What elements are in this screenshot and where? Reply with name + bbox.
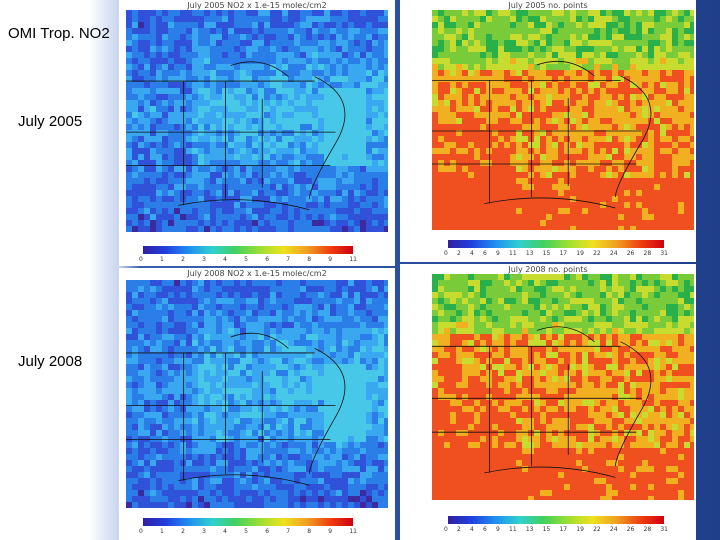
colorbar-tick-label: 1 <box>160 528 164 535</box>
colorbar-tick-label: 31 <box>660 250 668 257</box>
colorbar-tick-label: 15 <box>542 526 551 533</box>
colorbar-tick-label: 2 <box>457 250 461 257</box>
figure-title: OMI Trop. NO2 <box>8 25 110 42</box>
colorbar-tick-label: 11 <box>349 528 357 535</box>
colorbar-tick-label: 22 <box>593 526 601 533</box>
colorbar-tick-label: 8 <box>307 528 312 535</box>
colorbar-tick-label: 4 <box>470 526 474 533</box>
colorbar-tick-label: 0 <box>444 250 448 257</box>
map-panel-points-2008: July 2008 no. points 0 2 4 6 9 11 13 15 17 19 22 24… <box>400 264 696 540</box>
colorbar-tick-label: 5 <box>244 256 248 263</box>
map-field <box>126 10 388 232</box>
colorbar-tick-label: 13 <box>525 526 534 533</box>
colorbar-ticks: 0 2 4 6 9 11 13 15 17 19 22 24 26 28 31 <box>444 526 668 533</box>
colorbar-tick-label: 4 <box>223 528 227 535</box>
colorbar <box>448 516 664 524</box>
map-title: July 2008 no. points <box>508 265 588 274</box>
colorbar-ticks: 0 1 2 3 4 5 6 7 8 9 11 <box>139 256 357 263</box>
map-field <box>432 274 694 500</box>
map-field <box>432 10 694 230</box>
colorbar-tick-label: 11 <box>509 250 517 257</box>
colorbar-tick-label: 26 <box>626 526 635 533</box>
colorbar-tick-label: 6 <box>483 250 487 257</box>
colorbar-ticks: 0 1 2 3 4 5 6 7 8 9 11 <box>139 528 357 535</box>
colorbar-tick-label: 3 <box>202 528 206 535</box>
colorbar-tick-label: 9 <box>496 250 500 257</box>
colorbar <box>448 240 664 248</box>
colorbar-tick-label: 9 <box>328 528 333 535</box>
no2-map-2005 <box>126 10 388 232</box>
colorbar-tick-label: 9 <box>328 256 333 263</box>
colorbar-tick-label: 0 <box>444 526 448 533</box>
state-boundaries <box>432 60 652 209</box>
colorbar-tick-label: 31 <box>660 526 668 533</box>
colorbar-tick-label: 19 <box>576 526 584 533</box>
state-boundaries <box>126 332 346 486</box>
colorbar-tick-label: 7 <box>286 256 291 263</box>
colorbar-tick-label: 19 <box>576 250 584 257</box>
colorbar-tick-label: 5 <box>244 528 248 535</box>
colorbar-tick-label: 22 <box>593 250 601 257</box>
left-label-column <box>0 0 118 540</box>
map-title: July 2005 no. points <box>508 1 588 10</box>
colorbar-tick-label: 24 <box>609 250 618 257</box>
points-map-2008 <box>432 274 694 500</box>
colorbar-tick-label: 7 <box>286 528 291 535</box>
points-map-2005 <box>432 10 694 230</box>
colorbar-tick-label: 15 <box>542 250 551 257</box>
colorbar-tick-label: 4 <box>470 250 474 257</box>
colorbar-tick-label: 17 <box>559 526 568 533</box>
colorbar-tick-label: 6 <box>265 256 270 263</box>
label-july-2005: July 2005 <box>18 113 83 130</box>
map-title: July 2008 NO2 x 1.e-15 molec/cm2 <box>187 269 327 278</box>
map-panel-no2-2005: July 2005 NO2 x 1.e-15 molec/cm2 0 1 2 3 4 5 6… <box>119 0 395 266</box>
colorbar-tick-label: 28 <box>643 526 652 533</box>
state-boundaries <box>432 326 652 478</box>
colorbar-ticks: 0 2 4 6 9 11 13 15 17 19 22 24 26 28 31 <box>444 250 668 257</box>
colorbar-tick-label: 2 <box>181 528 185 535</box>
colorbar-tick-label: 4 <box>223 256 227 263</box>
colorbar-tick-label: 3 <box>202 256 206 263</box>
colorbar-tick-label: 17 <box>559 250 568 257</box>
no2-map-2008 <box>126 280 388 508</box>
map-field <box>126 280 388 508</box>
colorbar-tick-label: 2 <box>181 256 185 263</box>
colorbar-tick-label: 6 <box>483 526 487 533</box>
colorbar-tick-label: 8 <box>307 256 312 263</box>
colorbar-tick-label: 28 <box>643 250 652 257</box>
colorbar-tick-label: 0 <box>139 256 143 263</box>
colorbar-tick-label: 1 <box>160 256 164 263</box>
state-boundaries <box>126 61 346 211</box>
colorbar-tick-label: 2 <box>457 526 461 533</box>
colorbar-tick-label: 11 <box>509 526 517 533</box>
colorbar <box>143 246 353 254</box>
colorbar <box>143 518 353 526</box>
colorbar-tick-label: 9 <box>496 526 500 533</box>
colorbar-tick-label: 0 <box>139 528 143 535</box>
map-title: July 2005 NO2 x 1.e-15 molec/cm2 <box>187 1 327 10</box>
map-panel-no2-2008: July 2008 NO2 x 1.e-15 molec/cm2 0 1 2 3 4 5 6… <box>119 268 395 540</box>
label-july-2008: July 2008 <box>18 353 83 370</box>
colorbar-tick-label: 6 <box>265 528 270 535</box>
colorbar-tick-label: 24 <box>609 526 618 533</box>
colorbar-tick-label: 26 <box>626 250 635 257</box>
map-panel-points-2005: July 2005 no. points 0 2 4 6 9 11 13 15 17 19 22 24… <box>400 0 696 262</box>
colorbar-tick-label: 13 <box>525 250 534 257</box>
colorbar-tick-label: 11 <box>349 256 357 263</box>
